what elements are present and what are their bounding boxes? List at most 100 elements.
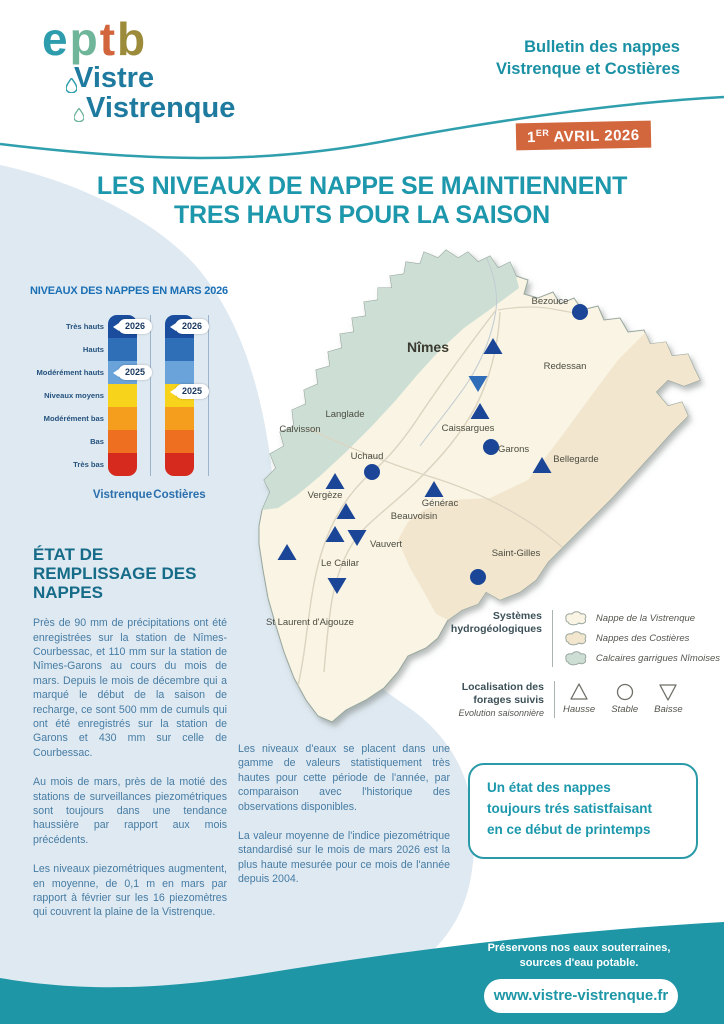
map-town-label: Vauvert	[370, 539, 402, 550]
footer-tagline: Préservons nos eaux souterraines, source…	[487, 942, 671, 969]
gauge-panel-heading: NIVEAUX DES NAPPES EN MARS 2026	[30, 285, 228, 297]
bulletin-subtitle: Bulletin des nappes Vistrenque et Costiè…	[496, 36, 680, 81]
map-town-label: Nîmes	[407, 339, 449, 355]
gauge-bar-name: Vistrenque	[92, 489, 153, 501]
legend-trend-up-icon	[570, 683, 588, 700]
gauge-bar-name: Costières	[153, 489, 206, 501]
legend-system-label: Calcaires garrigues Nîmoises	[595, 653, 720, 664]
map-marker-hausse-icon	[424, 481, 444, 497]
legend-system-item: Nappe de la Vistrenque	[563, 610, 720, 627]
body-paragraph: Les niveaux d'eaux se placent dans une g…	[238, 743, 450, 813]
legend-divider	[554, 681, 555, 719]
map-town-label: Vergèze	[308, 490, 343, 501]
map-marker-hausse-icon	[532, 457, 552, 473]
status-callout-box: Un état des nappes toujours trés satistf…	[468, 763, 698, 859]
body-paragraph: La valeur moyenne de l'indice piezométri…	[238, 830, 450, 886]
legend-trend-circle-icon	[616, 683, 633, 701]
left-article-heading: ÉTAT DE REMPLISSAGE DES NAPPES	[33, 545, 197, 603]
leaf-drop-icon	[74, 108, 84, 122]
map-town-label: Bellegarde	[553, 454, 598, 465]
map-marker-baisse-icon	[347, 530, 367, 546]
map-town-label: Calvisson	[279, 424, 320, 435]
nappe-levels-panel: NIVEAUX DES NAPPES EN MARS 2026 Très hau…	[30, 285, 242, 520]
gauge-year-marker-2025: 2025	[113, 364, 152, 380]
map-marker-hausse-icon	[277, 544, 297, 560]
gauge-level-label: Bas	[90, 436, 104, 446]
date-badge: 1ER AVRIL 2026	[515, 120, 651, 151]
gauge-year-marker-2025: 2025	[170, 383, 209, 399]
legend-trend-down-icon	[659, 684, 678, 701]
map-town-label: Saint-Gilles	[492, 548, 541, 559]
map-town-label: Garons	[498, 444, 529, 455]
legend-trend-label: Hausse	[563, 704, 596, 715]
legend-trend-item: Stable	[611, 681, 638, 715]
map-marker-stable-icon	[470, 569, 486, 585]
gauge-year-marker-2026: 2026	[170, 318, 209, 334]
map-marker-stable-icon	[483, 439, 499, 455]
legend-system-label: Nappe de la Vistrenque	[595, 613, 696, 624]
legend-region-blob-icon	[565, 611, 587, 626]
body-paragraph: Au mois de mars, près de la motié des st…	[33, 776, 227, 846]
legend-forages-subtitle: Evolution saisonnière	[458, 708, 544, 719]
logo-letter: e	[42, 13, 70, 65]
gauge-band	[165, 407, 194, 430]
middle-article: Les niveaux d'eaux se placent dans une g…	[238, 742, 450, 902]
page-title: LES NIVEAUX DE NAPPE SE MAINTIENNENT TRE…	[40, 172, 684, 231]
legend-systems-title: Systèmes hydrogéologiques	[450, 610, 542, 636]
legend-systems-row: Systèmes hydrogéologiques Nappe de la Vi…	[424, 610, 720, 667]
legend-forages-title: Localisation des forages suivis	[461, 681, 544, 707]
gauge-body: Très hauts Hauts Modérément hauts Niveaux m…	[30, 313, 242, 513]
gauge-year-marker-2026: 2026	[113, 318, 152, 334]
legend-divider	[551, 610, 553, 667]
map-region-costieres	[398, 330, 700, 620]
hydro-map: Nîmes Bezouce Redessan Langlade Calvisson Cai…	[258, 249, 701, 723]
map-marker-hausse-icon	[470, 403, 490, 419]
website-link[interactable]: www.vistre-vistrenque.fr	[484, 979, 678, 1013]
gauge-bar-vistrenque	[108, 315, 137, 476]
map-town-label: Beauvoisin	[391, 511, 437, 522]
map-marker-hausse-icon	[483, 338, 503, 354]
gauge-level-label: Modérément bas	[43, 413, 104, 423]
gauge-level-label: Très hauts	[66, 321, 104, 331]
map-town-label: Redessan	[544, 361, 587, 372]
map-road-1	[292, 309, 497, 709]
map-road-2	[323, 311, 501, 673]
gauge-axis-line	[208, 315, 209, 476]
water-drop-icon	[66, 78, 77, 93]
map-marker-stable-icon	[364, 464, 380, 480]
map-town-label: Langlade	[325, 409, 364, 420]
map-region-garrigues	[262, 250, 519, 510]
logo-letter: p	[69, 13, 100, 65]
legend-system-label: Nappes des Costières	[595, 633, 690, 644]
map-town-label: Générac	[422, 498, 459, 509]
gauge-band	[165, 453, 194, 476]
logo-letter: t	[99, 13, 118, 65]
gauge-level-label: Niveaux moyens	[44, 390, 104, 400]
map-road-3	[307, 427, 591, 577]
gauge-level-label: Modérément hauts	[36, 367, 104, 377]
legend-system-item: Nappes des Costières	[563, 630, 720, 647]
legend-system-item: Calcaires garrigues Nîmoises	[563, 650, 720, 667]
header-swoosh	[0, 95, 724, 160]
map-town-label: Uchaud	[351, 451, 384, 462]
bulletin-subtitle-line1: Bulletin des nappes	[524, 38, 680, 56]
map-marker-baisse-icon	[327, 578, 347, 594]
gauge-band	[108, 407, 137, 430]
legend-trend-label: Stable	[611, 704, 639, 715]
gauge-level-label: Très bas	[73, 459, 104, 469]
left-article: ÉTAT DE REMPLISSAGE DES NAPPES Près de 9…	[33, 545, 227, 935]
gauge-band	[165, 430, 194, 453]
map-marker-hausse-icon	[336, 503, 356, 519]
map-marker-hausse-icon	[325, 526, 345, 542]
gauge-band	[108, 384, 137, 407]
map-marker-baisse-icon	[468, 376, 488, 392]
map-markers	[277, 304, 588, 594]
gauge-band	[108, 338, 137, 361]
map-marker-hausse-icon	[325, 473, 345, 489]
legend-trend-item: Hausse	[563, 681, 595, 715]
gauge-band	[108, 453, 137, 476]
legend-region-blob-icon	[565, 631, 587, 646]
bulletin-subtitle-line2: Vistrenque et Costières	[495, 60, 680, 79]
logo-vistrenque: Vistrenque	[86, 92, 236, 124]
map-town-labels: Nîmes Bezouce Redessan Langlade Calvisson Cai…	[266, 296, 599, 628]
